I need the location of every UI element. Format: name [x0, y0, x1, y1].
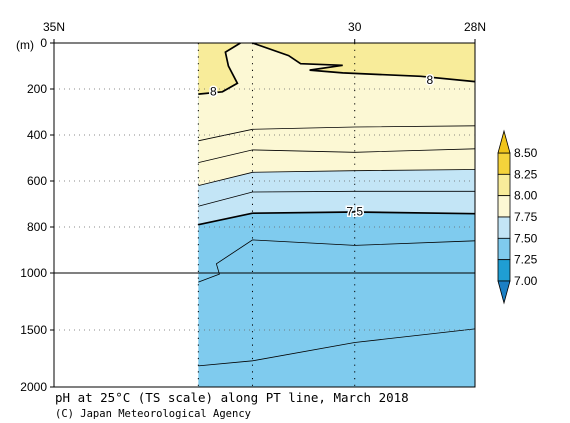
contour-lines [198, 42, 476, 367]
plot-border [53, 42, 476, 388]
contour-7.3 [198, 328, 476, 367]
contour-7.5 [198, 211, 476, 226]
colorbar-level-3: 7.75 [514, 210, 538, 224]
contour-7.8 [198, 148, 476, 163]
colorbar-extend-top [497, 129, 511, 154]
colorbar-band-0 [497, 152, 511, 175]
y-tick-label-3: 600 [27, 174, 47, 188]
y-tick-label-6: 1500 [20, 323, 47, 337]
colorbar-level-2: 8.00 [514, 189, 538, 203]
y-tick-label-2: 400 [27, 128, 47, 142]
colorbar-level-1: 8.25 [514, 167, 538, 181]
colorbar-level-5: 7.25 [514, 253, 538, 267]
contour-8-east [252, 42, 476, 83]
y-tick-label-0: 0 [40, 36, 47, 50]
colorbar-level-6: 7.00 [514, 274, 538, 288]
contour-label-0: 8 [210, 84, 217, 98]
contour-7.6 [198, 190, 475, 207]
plot-frame [53, 42, 476, 388]
ph-above-8.00-east [252, 43, 475, 82]
y-unit-label: (m) [16, 38, 34, 52]
contour-7.9 [198, 125, 476, 142]
y-tick-label-4: 800 [27, 220, 47, 234]
x-tick-label-1: 30 [348, 20, 362, 34]
contour-label-1: 8 [427, 73, 434, 87]
contour-7.4 [198, 239, 476, 283]
x-axis-ticks: 35N 30 28N [43, 20, 486, 43]
colorbar: 8.50 8.25 8.00 7.75 7.50 7.25 7.00 [497, 129, 538, 305]
colorbar-level-4: 7.50 [514, 231, 538, 245]
colorbar-band-2 [497, 195, 511, 218]
contour-labels: 887.5 [209, 71, 436, 220]
y-tick-label-7: 2000 [20, 380, 47, 394]
ph-above-8.00-west [198, 43, 241, 95]
y-tick-label-5: 1000 [20, 266, 47, 280]
x-tick-label-0: 35N [43, 20, 65, 34]
colorbar-band-5 [497, 259, 511, 282]
contour-8-west [198, 42, 241, 95]
contour-label-2: 7.5 [346, 204, 363, 218]
y-axis-ticks: 0 200 400 600 800 1000 1500 2000 [20, 36, 475, 394]
colorbar-extend-bottom [497, 280, 511, 305]
colorbar-band-1 [497, 173, 511, 197]
chart-title: pH at 25°C (TS scale) along PT line, Mar… [55, 390, 409, 405]
colorbar-band-4 [497, 237, 511, 261]
colorbar-band-3 [497, 216, 511, 239]
credit-text: (C) Japan Meteorological Agency [55, 408, 251, 420]
ph-regions [198, 43, 476, 225]
x-tick-label-2: 28N [464, 20, 486, 34]
contour-7.7 [198, 169, 476, 186]
colorbar-level-0: 8.50 [514, 146, 538, 160]
y-tick-label-1: 200 [27, 82, 47, 96]
